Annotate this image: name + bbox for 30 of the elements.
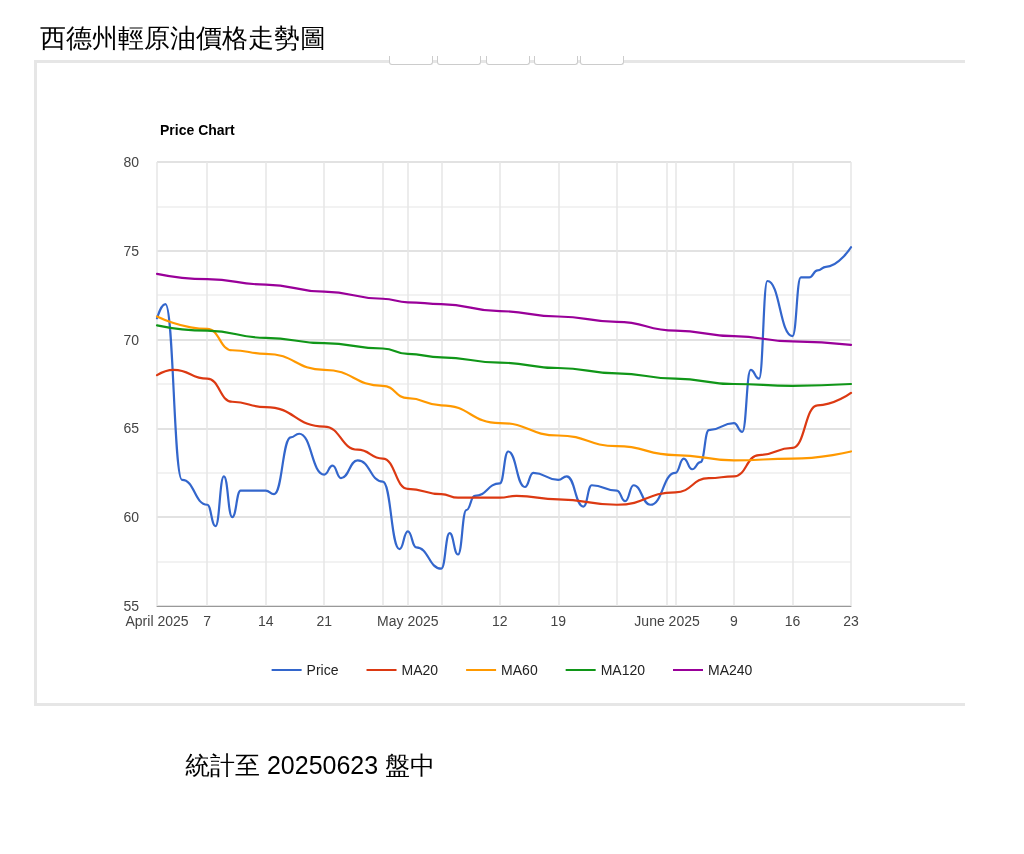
chart-title: 西德州輕原油價格走勢圖 xyxy=(40,23,326,53)
x-tick-label: 12 xyxy=(492,613,508,629)
line-series xyxy=(155,315,853,462)
x-tick-label: 23 xyxy=(843,613,859,629)
x-tick-label: 9 xyxy=(730,613,739,629)
y-tick-label: 70 xyxy=(123,331,140,348)
chart-subtitle: Price Chart xyxy=(160,122,236,138)
y-tick-label: 55 xyxy=(123,598,140,614)
y-tick-label: 65 xyxy=(123,420,140,437)
x-tick-label: 19 xyxy=(550,613,567,629)
line-series xyxy=(155,246,853,570)
x-tick-label: April 2025 xyxy=(125,613,189,629)
text: 統計至 20250623 盤中 xyxy=(185,750,436,779)
x-tick-label: 7 xyxy=(203,613,212,629)
x-tick-label: 16 xyxy=(784,613,801,629)
x-tick-label: May 2025 xyxy=(377,613,439,629)
line-series xyxy=(155,272,853,347)
legend-label: Price xyxy=(306,662,339,678)
line-series xyxy=(155,368,853,506)
y-tick-label: 80 xyxy=(123,154,140,170)
y-tick-label: 60 xyxy=(123,509,140,526)
x-tick-label: 21 xyxy=(316,613,333,629)
legend-label: MA60 xyxy=(501,662,538,678)
y-tick-label: 75 xyxy=(123,242,140,259)
line-series xyxy=(155,324,853,387)
legend-label: MA240 xyxy=(708,662,753,678)
x-tick-label: June 2025 xyxy=(634,613,700,629)
legend-label: MA120 xyxy=(600,662,646,678)
legend-label: MA20 xyxy=(401,662,439,678)
x-tick-label: 14 xyxy=(257,613,274,629)
